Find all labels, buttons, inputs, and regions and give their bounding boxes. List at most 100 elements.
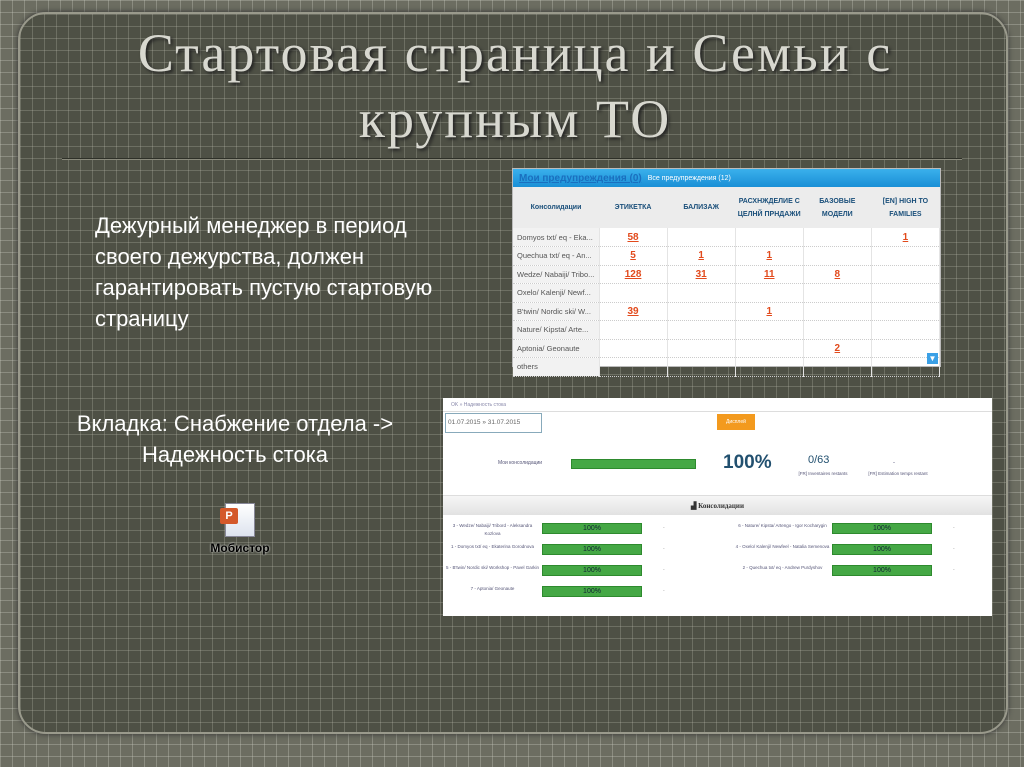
alert-count: [667, 357, 736, 377]
consolidation-name[interactable]: Quechua txt/ eq - An...: [513, 246, 600, 266]
inventory-fraction: 0/63: [808, 454, 830, 466]
alert-count[interactable]: 58: [599, 228, 668, 247]
alert-count: [803, 246, 872, 266]
date-range-input[interactable]: 01.07.2015 » 31.07.2015: [445, 413, 542, 433]
alert-count[interactable]: 11: [735, 265, 804, 284]
consolidation-item: 2 - Quechua txt/ eq - Andrew Purdyshov 10…: [735, 564, 1005, 586]
consolidation-progress-bar: 100%: [542, 544, 642, 555]
attachment-label[interactable]: Мобистор: [210, 541, 270, 555]
consolidation-progress-bar: 100%: [832, 523, 932, 534]
alerts-table: Консолидации ЭТИКЕТКА БАЛИЗАЖ РАСХНЖДЕЛИЕ С…: [513, 187, 941, 377]
instruction-text: Дежурный менеджер в период своего дежурс…: [95, 213, 433, 331]
alert-count[interactable]: 2: [803, 339, 872, 358]
alert-count: [803, 283, 872, 303]
tab-my-alerts[interactable]: Мои предупреждения (0): [519, 172, 642, 184]
consolidation-extra: -: [663, 588, 665, 594]
column-header: БАЗОВЫЕ МОДЕЛИ: [803, 187, 872, 228]
consolidation-extra: -: [953, 567, 955, 573]
scroll-down-icon[interactable]: ▼: [927, 353, 938, 364]
alert-count: [803, 302, 872, 321]
estimation-value: -: [893, 460, 895, 466]
alert-count: [871, 302, 941, 321]
consolidation-progress-bar: 100%: [542, 523, 642, 534]
alert-count[interactable]: 1: [871, 228, 941, 247]
section-title: Консолидации: [698, 502, 745, 510]
consolidation-progress-bar: 100%: [832, 544, 932, 555]
alert-count: [871, 283, 941, 303]
table-row: B'twin/ Nordic ski/ W... 39 1: [513, 302, 941, 321]
consolidation-name[interactable]: 5 - B'twin/ Nordic ski/ Workshop - Pavel…: [445, 565, 540, 570]
alert-count: [599, 357, 668, 377]
alert-count: [599, 339, 668, 358]
consolidation-name[interactable]: Oxelo/ Kalenji/ Newf...: [513, 283, 600, 303]
tab-all-alerts[interactable]: Все предупреждения (12): [647, 174, 731, 182]
consolidation-item: 3 - Wedze/ Nabaiji/ Tribord - Aleksandra…: [445, 522, 715, 544]
bar-chart-icon: ▟: [690, 502, 699, 510]
summary-progress-bar: [571, 459, 696, 469]
alert-count: [803, 320, 872, 340]
alert-count[interactable]: 31: [667, 265, 736, 284]
display-button[interactable]: Дисплей: [717, 414, 755, 430]
consolidations-header: ▟ Консолидации: [443, 495, 992, 515]
alert-count: [871, 357, 941, 377]
consolidation-progress-bar: 100%: [832, 565, 932, 576]
consolidation-name[interactable]: 2 - Quechua txt/ eq - Andrew Purdyshov: [742, 565, 823, 570]
table-row: Domyos txt/ eq - Eka... 58 1: [513, 228, 941, 247]
table-row: Aptonia/ Geonaute 2: [513, 339, 941, 358]
consolidation-extra: -: [663, 525, 665, 531]
consolidation-name[interactable]: 6 - Nature/ Kipsta/ Artengo - Igor Kocha…: [738, 523, 827, 528]
alert-count[interactable]: 1: [735, 246, 804, 266]
alert-count: [871, 339, 941, 358]
alert-count: [803, 357, 872, 377]
column-header: РАСХНЖДЕЛИЕ С ЦЕЛНЙ ПРНДАЖИ: [735, 187, 804, 228]
consolidation-name[interactable]: 4 - Oxelo/ Kalenji/ Newfeel - Natalia Se…: [735, 544, 830, 549]
tab-path-text: Вкладка: Снабжение отдела -> Надежность …: [76, 411, 394, 467]
alert-count: [735, 283, 804, 303]
title-divider: [62, 158, 962, 160]
consolidation-extra: -: [953, 525, 955, 531]
alert-count: [667, 283, 736, 303]
alert-count: [871, 265, 941, 284]
consolidation-name[interactable]: Domyos txt/ eq - Eka...: [513, 228, 600, 247]
alert-count: [667, 320, 736, 340]
consolidation-item: 6 - Nature/ Kipsta/ Artengo - Igor Kocha…: [735, 522, 1005, 544]
alert-count: [667, 228, 736, 247]
alert-count[interactable]: 39: [599, 302, 668, 321]
alert-count[interactable]: 8: [803, 265, 872, 284]
table-row: others: [513, 357, 941, 377]
consolidation-name[interactable]: 1 - Domyos txt/ eq - Ekaterina Gorodnova: [450, 544, 535, 549]
summary-label: Мои консолидации: [498, 460, 543, 466]
summary-percent: 100%: [723, 452, 772, 473]
alert-count: [735, 320, 804, 340]
consolidation-item: 4 - Oxelo/ Kalenji/ Newfeel - Natalia Se…: [735, 543, 1005, 565]
table-row: Quechua txt/ eq - An... 5 1 1: [513, 246, 941, 266]
table-row: Nature/ Kipsta/ Arte...: [513, 320, 941, 340]
alert-count[interactable]: 1: [735, 302, 804, 321]
alert-count: [803, 228, 872, 247]
powerpoint-file-icon[interactable]: P: [220, 503, 255, 537]
consolidation-item: 5 - B'twin/ Nordic ski/ Workshop - Pavel…: [445, 564, 715, 586]
consolidation-name[interactable]: 7 - Aptonia/ Geonaute: [470, 586, 515, 591]
alert-count: [599, 283, 668, 303]
consolidation-item: 1 - Domyos txt/ eq - Ekaterina Gorodnova…: [445, 543, 715, 565]
stock-reliability-screenshot: OK » Надежность стока 01.07.2015 » 31.07…: [443, 398, 992, 616]
estimation-label: [FR] Estimation temps restant: [868, 471, 928, 476]
consolidation-name[interactable]: Wedze/ Nabaiji/ Tribo...: [513, 265, 600, 284]
consolidation-name[interactable]: B'twin/ Nordic ski/ W...: [513, 302, 600, 321]
alert-count: [599, 320, 668, 340]
alert-count[interactable]: 5: [599, 246, 668, 266]
consolidation-name[interactable]: Aptonia/ Geonaute: [513, 339, 600, 358]
alert-count: [735, 339, 804, 358]
slide-title: Стартовая страница и Семьи с крупным ТО: [137, 23, 893, 149]
consolidation-name[interactable]: 3 - Wedze/ Nabaiji/ Tribord - Aleksandra…: [452, 523, 533, 536]
alert-count[interactable]: 128: [599, 265, 668, 284]
breadcrumb[interactable]: OK » Надежность стока: [443, 398, 992, 412]
table-row: Wedze/ Nabaiji/ Tribo... 128 31 11 8: [513, 265, 941, 284]
consolidation-progress-bar: 100%: [542, 586, 642, 597]
consolidation-name[interactable]: others: [513, 357, 600, 377]
column-header: БАЛИЗАЖ: [667, 187, 736, 228]
attachment[interactable]: P Мобистор: [205, 503, 275, 555]
consolidation-name[interactable]: Nature/ Kipsta/ Arte...: [513, 320, 600, 340]
alert-count: [667, 302, 736, 321]
alert-count[interactable]: 1: [667, 246, 736, 266]
